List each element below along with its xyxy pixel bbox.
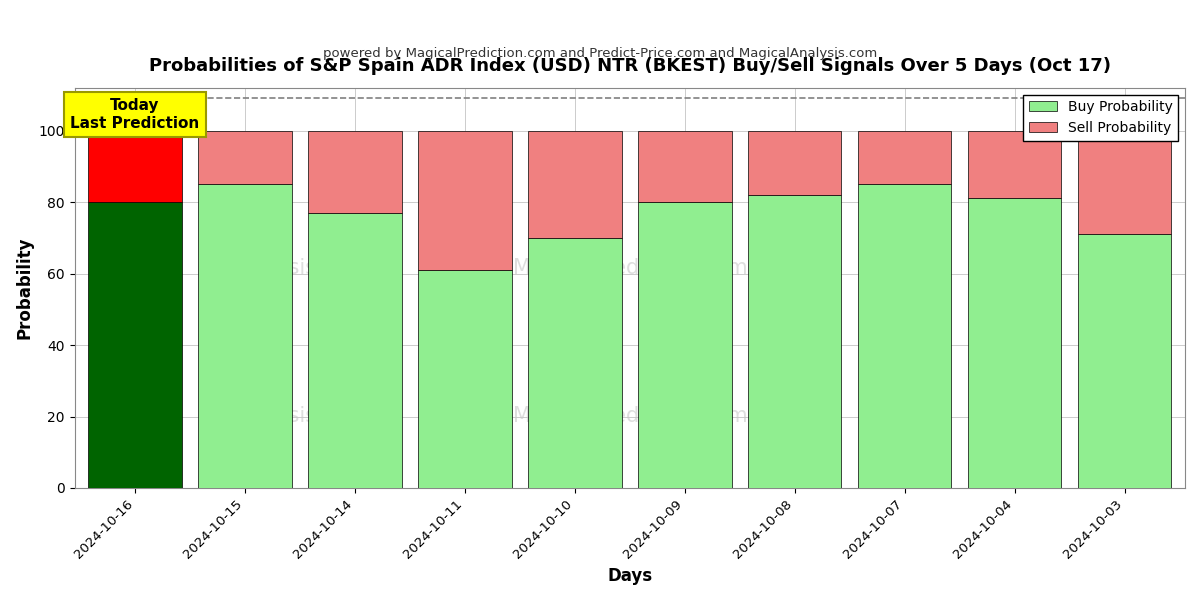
Text: MagicalPrediction.com: MagicalPrediction.com	[512, 406, 748, 426]
Bar	[198, 131, 292, 184]
Bar	[419, 131, 511, 270]
Bar	[1078, 131, 1171, 234]
Text: powered by MagicalPrediction.com and Predict-Price.com and MagicalAnalysis.com: powered by MagicalPrediction.com and Pre…	[323, 47, 877, 60]
X-axis label: Days: Days	[607, 567, 653, 585]
Y-axis label: Probability: Probability	[16, 236, 34, 339]
Text: calAnalysis.co: calAnalysis.co	[202, 406, 348, 426]
Bar	[198, 184, 292, 488]
Bar	[968, 199, 1061, 488]
Bar	[748, 195, 841, 488]
Bar	[89, 202, 182, 488]
Text: MagicalPrediction.com: MagicalPrediction.com	[512, 258, 748, 278]
Bar	[638, 202, 732, 488]
Bar	[968, 131, 1061, 199]
Bar	[528, 131, 622, 238]
Bar	[1078, 234, 1171, 488]
Bar	[308, 131, 402, 213]
Bar	[858, 184, 952, 488]
Bar	[858, 131, 952, 184]
Bar	[748, 131, 841, 195]
Title: Probabilities of S&P Spain ADR Index (USD) NTR (BKEST) Buy/Sell Signals Over 5 D: Probabilities of S&P Spain ADR Index (US…	[149, 57, 1111, 75]
Legend: Buy Probability, Sell Probability: Buy Probability, Sell Probability	[1024, 95, 1178, 140]
Bar	[528, 238, 622, 488]
Bar	[638, 131, 732, 202]
Text: Today
Last Prediction: Today Last Prediction	[71, 98, 199, 131]
Text: calAnalysis.co: calAnalysis.co	[202, 258, 348, 278]
Bar	[419, 270, 511, 488]
Bar	[308, 213, 402, 488]
Bar	[89, 131, 182, 202]
